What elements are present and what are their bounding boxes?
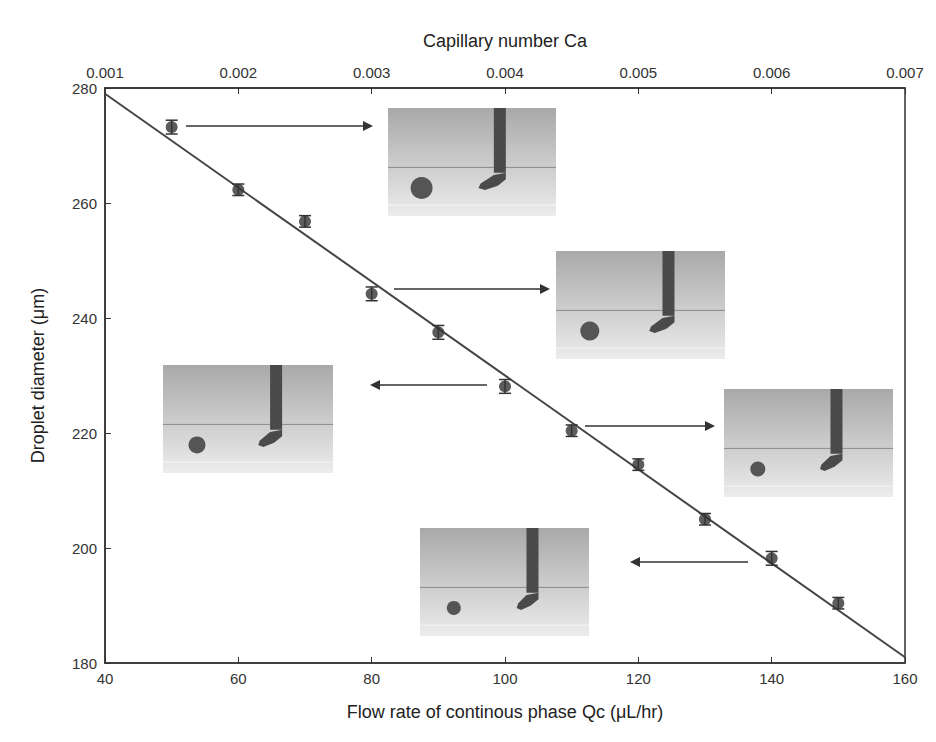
svg-text:Capillary number Ca: Capillary number Ca (423, 31, 588, 51)
svg-text:220: 220 (72, 425, 97, 442)
svg-text:0.006: 0.006 (753, 64, 791, 81)
svg-text:200: 200 (72, 540, 97, 557)
svg-text:0.005: 0.005 (620, 64, 658, 81)
svg-text:140: 140 (759, 670, 784, 687)
svg-text:Droplet diameter (μm): Droplet diameter (μm) (28, 288, 48, 463)
svg-text:0.007: 0.007 (886, 64, 924, 81)
svg-text:160: 160 (892, 670, 917, 687)
svg-text:120: 120 (626, 670, 651, 687)
svg-text:260: 260 (72, 195, 97, 212)
svg-text:Flow rate of continous phase Q: Flow rate of continous phase Qc (μL/hr) (347, 702, 664, 722)
svg-text:60: 60 (230, 670, 247, 687)
svg-text:80: 80 (363, 670, 380, 687)
svg-text:240: 240 (72, 310, 97, 327)
svg-text:40: 40 (97, 670, 114, 687)
svg-text:0.003: 0.003 (353, 64, 391, 81)
svg-text:0.002: 0.002 (220, 64, 258, 81)
svg-text:180: 180 (72, 655, 97, 672)
svg-text:280: 280 (72, 80, 97, 97)
svg-text:0.001: 0.001 (86, 64, 124, 81)
svg-text:100: 100 (492, 670, 517, 687)
svg-text:0.004: 0.004 (486, 64, 524, 81)
